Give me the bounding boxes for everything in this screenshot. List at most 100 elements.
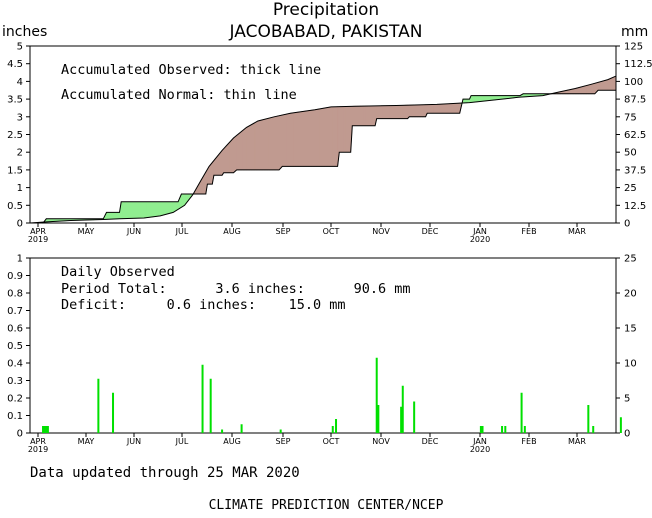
bottom-month-label: OCT xyxy=(323,437,340,446)
chart-location: JACOBABAD, PAKISTAN xyxy=(229,22,423,42)
bottom-right-tick-label: 5 xyxy=(624,394,630,405)
daily-bar xyxy=(221,429,224,433)
daily-bar xyxy=(279,429,282,433)
top-left-tick-label: 1 xyxy=(17,183,23,194)
bottom-month-label: JUN xyxy=(126,437,141,446)
top-left-tick-label: 2 xyxy=(17,148,23,159)
daily-bar xyxy=(481,426,484,433)
daily-observed-label: Daily Observed xyxy=(61,264,175,280)
bottom-month-label: NOV xyxy=(372,437,390,446)
source-credit: CLIMATE PREDICTION CENTER/NCEP xyxy=(208,498,444,513)
daily-bar xyxy=(377,405,380,433)
top-year-label: 2020 xyxy=(470,235,490,244)
bottom-left-tick-label: 0.3 xyxy=(7,376,23,387)
top-right-tick-label: 0 xyxy=(624,219,630,230)
bottom-left-tick-label: 0.9 xyxy=(7,271,23,282)
top-right-tick-label: 75 xyxy=(624,112,637,123)
bottom-month-label: JUL xyxy=(175,437,189,446)
daily-bar xyxy=(201,364,204,433)
top-month-label: OCT xyxy=(323,227,340,236)
daily-bar xyxy=(331,426,334,433)
daily-bar xyxy=(375,357,378,433)
daily-bar xyxy=(209,378,212,433)
top-right-tick-label: 12.5 xyxy=(624,201,646,212)
top-left-tick-label: 3 xyxy=(17,112,23,123)
bottom-month-label: MAR xyxy=(568,437,586,446)
top-right-tick-label: 87.5 xyxy=(624,95,646,106)
top-month-label: DEC xyxy=(422,227,439,236)
top-left-tick-label: 2.5 xyxy=(7,130,23,141)
accumulated-plot: 00.511.522.533.544.55012.52537.55062.575… xyxy=(7,42,652,245)
daily-bar xyxy=(43,426,46,433)
top-left-tick-label: 3.5 xyxy=(7,95,23,106)
accumulated-normal-line xyxy=(29,75,617,224)
bottom-left-tick-label: 0.1 xyxy=(7,411,23,422)
top-year-label: 2019 xyxy=(28,235,48,244)
bottom-left-tick-label: 0 xyxy=(17,429,23,440)
bottom-month-label: APR xyxy=(30,437,46,446)
daily-bar xyxy=(401,385,404,433)
bottom-year-label: 2019 xyxy=(28,445,48,454)
bottom-left-tick-label: 1 xyxy=(17,254,23,265)
bottom-left-tick-label: 0.6 xyxy=(7,324,23,335)
top-right-tick-label: 125 xyxy=(624,42,643,53)
bottom-month-label: MAY xyxy=(78,437,95,446)
bottom-month-label: AUG xyxy=(223,437,241,446)
daily-bar xyxy=(501,426,504,433)
daily-bar xyxy=(523,426,526,433)
daily-bar xyxy=(587,405,590,433)
bottom-left-tick-label: 0.4 xyxy=(7,359,23,370)
daily-bar xyxy=(335,419,338,433)
top-month-label: JUN xyxy=(126,227,141,236)
bottom-right-tick-label: 25 xyxy=(624,254,637,265)
accumulated-observed-line xyxy=(30,89,616,224)
bottom-month-label: DEC xyxy=(422,437,439,446)
top-right-tick-label: 62.5 xyxy=(624,130,646,141)
right-unit-label: mm xyxy=(621,24,649,40)
daily-bar xyxy=(520,392,523,433)
period-total-text: Period Total: 3.6 inches: 90.6 mm xyxy=(61,281,411,297)
top-left-tick-label: 0.5 xyxy=(7,201,23,212)
top-month-label: JAN xyxy=(472,227,487,236)
daily-bar xyxy=(42,426,45,433)
daily-bar xyxy=(479,426,482,433)
top-right-tick-label: 37.5 xyxy=(624,165,646,176)
legend-observed: Accumulated Observed: thick line xyxy=(61,62,322,78)
top-month-label: MAR xyxy=(568,227,586,236)
top-month-label: NOV xyxy=(372,227,390,236)
bottom-right-tick-label: 15 xyxy=(624,324,637,335)
top-right-tick-label: 100 xyxy=(624,77,643,88)
bottom-left-tick-label: 0.7 xyxy=(7,306,23,317)
top-month-label: JUL xyxy=(175,227,189,236)
top-month-label: APR xyxy=(30,227,46,236)
top-month-label: MAY xyxy=(78,227,95,236)
daily-bar xyxy=(112,392,115,433)
top-month-label: SEP xyxy=(276,227,291,236)
bottom-year-label: 2020 xyxy=(470,445,490,454)
top-month-label: FEB xyxy=(521,227,536,236)
bottom-left-tick-label: 0.8 xyxy=(7,289,23,300)
daily-bar xyxy=(592,426,595,433)
top-right-tick-label: 25 xyxy=(624,183,637,194)
top-left-tick-label: 0 xyxy=(17,219,23,230)
top-left-tick-label: 4 xyxy=(17,77,23,88)
deficit-text: Deficit: 0.6 inches: 15.0 mm xyxy=(61,297,346,313)
top-left-tick-label: 4.5 xyxy=(7,59,23,70)
data-updated-note: Data updated through 25 MAR 2020 xyxy=(30,465,300,481)
daily-bar xyxy=(46,426,49,433)
bottom-right-tick-label: 10 xyxy=(624,359,637,370)
top-month-label: AUG xyxy=(223,227,241,236)
bottom-left-tick-label: 0.2 xyxy=(7,394,23,405)
legend-normal: Accumulated Normal: thin line xyxy=(61,87,297,103)
daily-bar xyxy=(240,424,243,433)
top-right-tick-label: 50 xyxy=(624,148,637,159)
bottom-right-tick-label: 0 xyxy=(624,429,630,440)
daily-bar xyxy=(413,401,416,433)
bottom-month-label: FEB xyxy=(521,437,536,446)
top-left-tick-label: 1.5 xyxy=(7,165,23,176)
daily-bar xyxy=(619,417,622,433)
bottom-month-label: JAN xyxy=(472,437,487,446)
daily-bar xyxy=(97,378,100,433)
chart-title: Precipitation xyxy=(272,0,380,20)
